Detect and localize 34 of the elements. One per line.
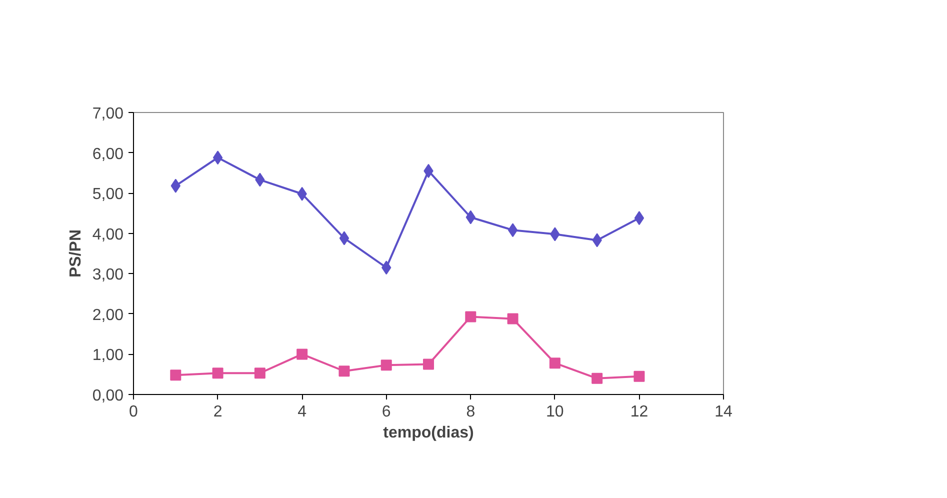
y-tick-label: 6,00 xyxy=(92,146,124,163)
point xyxy=(465,311,476,322)
point xyxy=(339,231,350,246)
x-tick-label: 6 xyxy=(382,404,391,420)
point xyxy=(634,370,645,382)
x-tick-label: 10 xyxy=(546,404,564,420)
point xyxy=(338,366,350,377)
point xyxy=(423,358,434,370)
point xyxy=(592,372,603,384)
x-tick-label: 8 xyxy=(466,404,476,420)
point xyxy=(549,358,560,369)
x-tick-label: 12 xyxy=(630,404,648,420)
y-axis-title: PS/PN xyxy=(67,229,84,278)
x-tick-label: 2 xyxy=(213,404,222,420)
point xyxy=(507,313,518,324)
point xyxy=(380,360,392,371)
y-tick-label: 0,00 xyxy=(92,388,124,404)
x-tick-label: 14 xyxy=(714,404,732,420)
point xyxy=(212,150,223,165)
y-tick-label: 7,00 xyxy=(92,106,124,122)
y-tick-label: 3,00 xyxy=(92,266,124,284)
point xyxy=(212,368,224,379)
point xyxy=(170,370,182,381)
point xyxy=(634,211,644,226)
point xyxy=(254,368,266,379)
x-tick-label: 0 xyxy=(129,404,138,420)
y-tick-label: 5,00 xyxy=(92,186,124,204)
x-tick-label: 4 xyxy=(298,404,307,420)
y-tick-label: 2,00 xyxy=(92,306,124,324)
point xyxy=(296,348,308,360)
x-axis-title: tempo(dias) xyxy=(383,424,474,442)
y-tick-label: 1,00 xyxy=(92,347,124,364)
point xyxy=(508,223,518,238)
y-tick-label: 4,00 xyxy=(92,226,124,244)
